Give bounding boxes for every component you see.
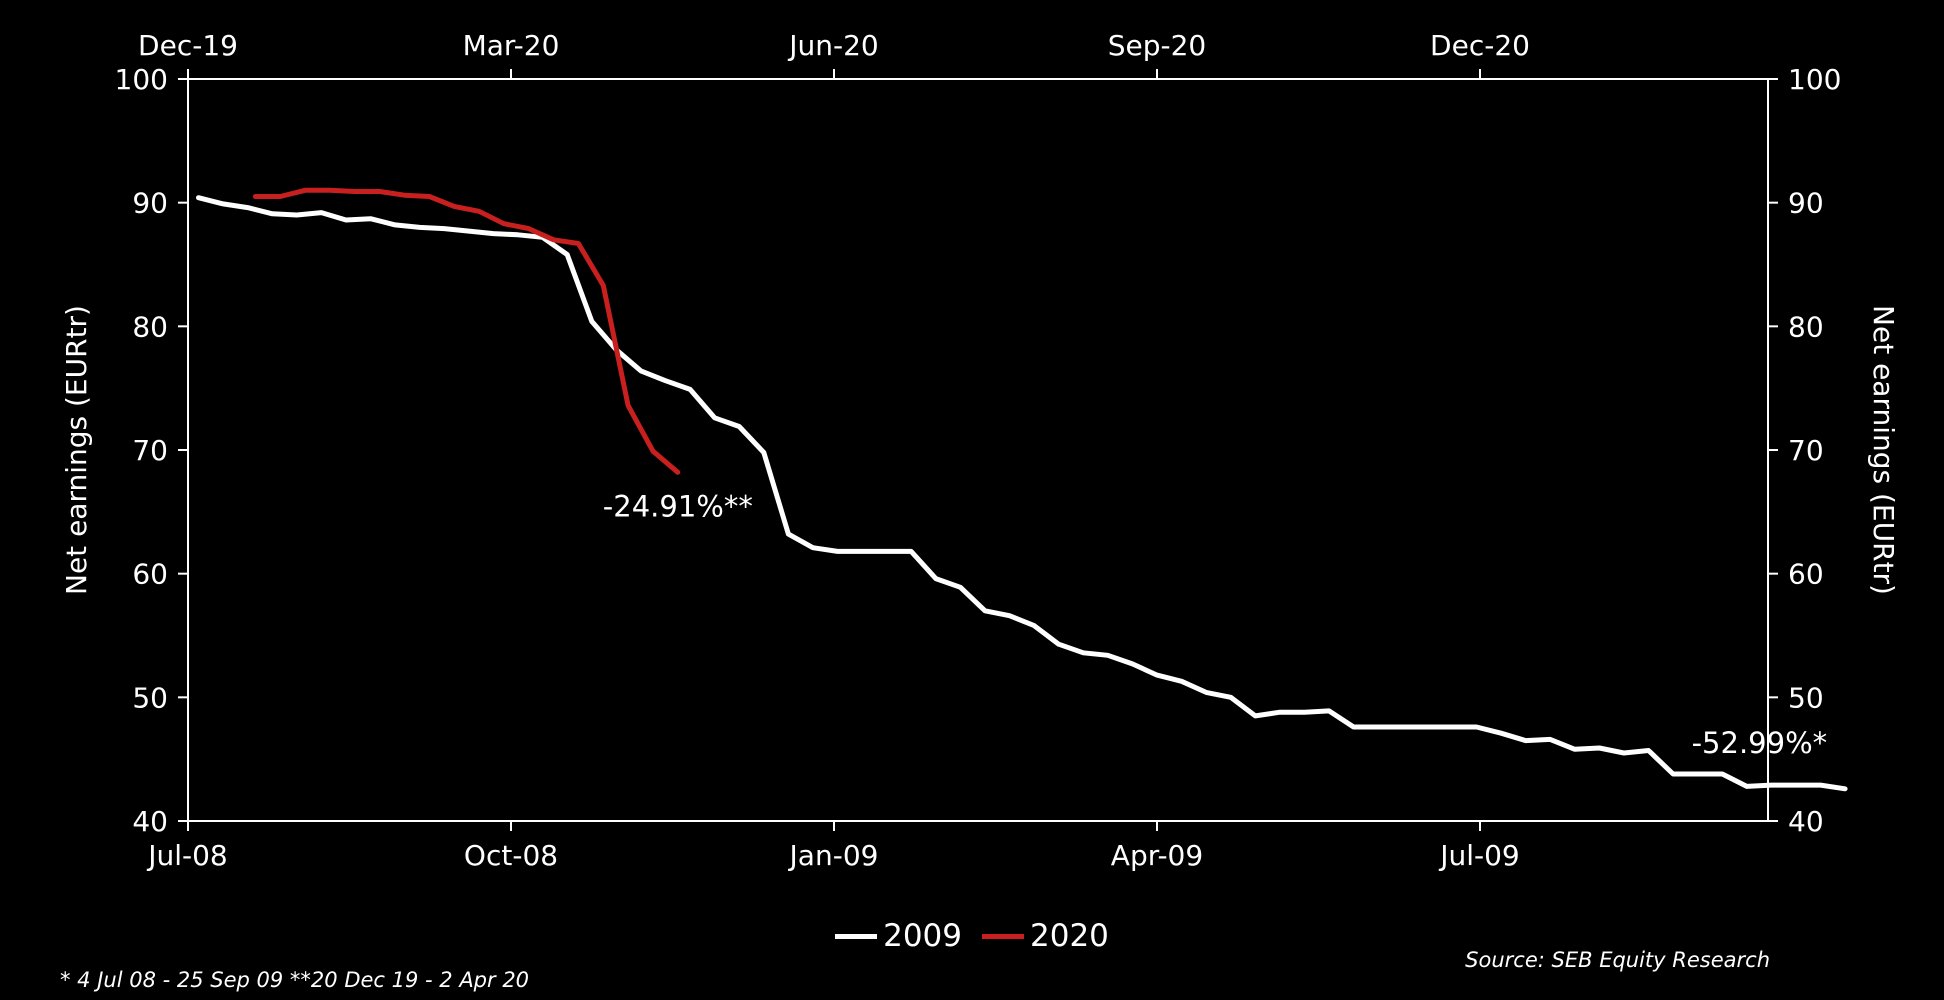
legend-label-2020: 2020: [1030, 918, 1109, 954]
x-tick-label-top: Jun-20: [787, 29, 878, 62]
x-tick-label-top: Dec-20: [1430, 29, 1530, 62]
y-tick-label-left: 40: [132, 805, 168, 838]
y-axis-title-right: Net earnings (EURtr): [1867, 305, 1900, 595]
annotation-2020: -24.91%**: [603, 489, 753, 523]
x-tick-label-top: Dec-19: [138, 29, 238, 62]
legend-label-2009: 2009: [883, 918, 962, 954]
y-tick-label-right: 50: [1788, 681, 1824, 714]
x-tick-label-top: Mar-20: [463, 29, 560, 62]
legend-swatch-2009: [835, 933, 878, 939]
y-tick-label-right: 60: [1788, 558, 1824, 591]
legend-item-2009: 2009: [835, 918, 962, 954]
y-tick-label-left: 50: [132, 681, 168, 714]
legend: 2009 2020: [0, 918, 1944, 954]
x-tick-label-bottom: Oct-08: [464, 839, 558, 872]
y-tick-label-right: 80: [1788, 310, 1824, 343]
x-tick-label-top: Sep-20: [1108, 29, 1207, 62]
legend-item-2020: 2020: [982, 918, 1109, 954]
y-tick-label-right: 100: [1788, 63, 1841, 96]
y-tick-label-right: 70: [1788, 434, 1824, 467]
x-tick-label-bottom: Jul-08: [146, 839, 228, 872]
series-line-2020: [252, 187, 681, 475]
y-tick-label-right: 90: [1788, 187, 1824, 220]
y-axis-title-left: Net earnings (EURtr): [60, 305, 93, 595]
legend-swatch-2020: [982, 933, 1024, 939]
y-tick-label-right: 40: [1788, 805, 1824, 838]
x-tick-label-bottom: Jan-09: [788, 839, 879, 872]
y-tick-label-left: 60: [132, 558, 168, 591]
y-tick-label-left: 80: [132, 310, 168, 343]
x-tick-label-bottom: Jul-09: [1438, 839, 1520, 872]
x-tick-label-bottom: Apr-09: [1111, 839, 1203, 872]
y-tick-label-left: 90: [132, 187, 168, 220]
source-note: Source: SEB Equity Research: [1465, 948, 1770, 972]
y-tick-label-left: 70: [132, 434, 168, 467]
footnote: * 4 Jul 08 - 25 Sep 09 **20 Dec 19 - 2 A…: [60, 968, 530, 992]
series-line-2009: [196, 195, 1848, 792]
annotation-2009: -52.99%*: [1692, 726, 1828, 760]
y-tick-label-left: 100: [115, 63, 168, 96]
